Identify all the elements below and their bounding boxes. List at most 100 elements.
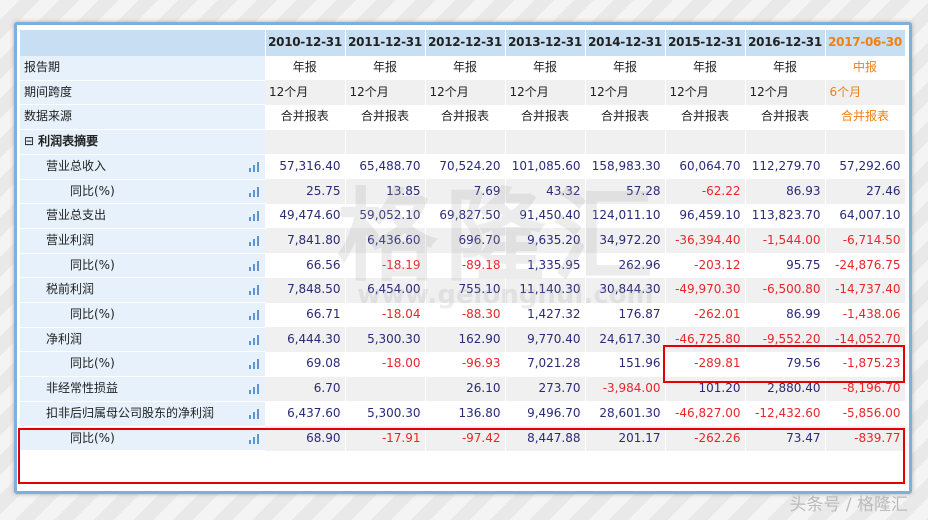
row-label: 税前利润 bbox=[20, 277, 265, 304]
period-header[interactable]: 2014-12-31 bbox=[585, 30, 666, 56]
row-label-text: 营业总支出 bbox=[46, 208, 107, 223]
value-cell: 57.28 bbox=[585, 179, 666, 204]
value-cell: 年报 bbox=[345, 56, 426, 81]
value-cell: 69,827.50 bbox=[425, 203, 506, 229]
bar-chart-icon[interactable] bbox=[249, 186, 259, 197]
value-cell: 年报 bbox=[585, 56, 666, 81]
value-cell: -36,394.40 bbox=[665, 228, 746, 254]
bar-chart-icon-bar bbox=[249, 390, 251, 395]
row-label-text: 同比(%) bbox=[70, 257, 115, 272]
row-label: 净利润 bbox=[20, 327, 265, 353]
value-cell: 273.70 bbox=[505, 376, 586, 402]
value-cell: 696.70 bbox=[425, 228, 506, 254]
value-cell: 12个月 bbox=[585, 80, 666, 105]
period-header-row: 2010-12-31 2011-12-31 2012-12-31 2013-12-31… bbox=[20, 30, 906, 56]
row-label-text: 净利润 bbox=[46, 331, 83, 346]
value-cell bbox=[345, 376, 426, 402]
bar-chart-icon[interactable] bbox=[249, 260, 259, 271]
bar-chart-icon-bar bbox=[253, 288, 255, 296]
value-cell: 70,524.20 bbox=[425, 154, 506, 180]
bar-chart-icon[interactable] bbox=[249, 285, 259, 296]
bar-chart-icon-bar bbox=[253, 214, 255, 222]
bar-chart-icon[interactable] bbox=[249, 408, 259, 419]
value-cell: 91,450.40 bbox=[505, 203, 586, 229]
value-cell: 5,300.30 bbox=[345, 327, 426, 352]
value-cell: 6,454.00 bbox=[345, 277, 426, 303]
value-cell: 68.90 bbox=[265, 426, 346, 451]
bar-chart-icon-bar bbox=[257, 359, 259, 370]
value-cell: -88.30 bbox=[425, 302, 506, 328]
bar-chart-icon[interactable] bbox=[249, 384, 259, 395]
bar-chart-icon[interactable] bbox=[249, 211, 259, 222]
row-label: 同比(%) bbox=[20, 179, 265, 205]
value-cell: 7.69 bbox=[425, 179, 506, 204]
row-label: 同比(%) bbox=[20, 351, 265, 378]
bar-chart-icon[interactable] bbox=[249, 235, 259, 246]
bar-chart-icon-bar bbox=[249, 291, 251, 296]
value-cell: 年报 bbox=[745, 56, 826, 81]
bar-chart-icon-bar bbox=[257, 161, 259, 172]
value-cell: 6,436.60 bbox=[345, 228, 426, 254]
income-statement-panel: 2010-12-31 2011-12-31 2012-12-31 2013-12-31… bbox=[14, 22, 912, 494]
row-label: 报告期 bbox=[20, 56, 265, 81]
value-cell: 2,880.40 bbox=[745, 376, 826, 402]
value-cell: 12个月 bbox=[745, 80, 826, 105]
bar-chart-icon-bar bbox=[253, 337, 255, 345]
row-label[interactable]: ⊟ 利润表摘要 bbox=[20, 129, 265, 155]
value-cell: 101.20 bbox=[665, 376, 746, 402]
value-cell: -12,432.60 bbox=[745, 401, 826, 427]
period-header[interactable]: 2017-06-30 bbox=[825, 30, 906, 56]
row-label-text: 非经常性损益 bbox=[46, 381, 119, 396]
value-cell: 合并报表 bbox=[425, 104, 506, 130]
row-label-text: 同比(%) bbox=[70, 356, 115, 371]
bar-chart-icon-bar bbox=[257, 285, 259, 296]
bar-chart-icon-bar bbox=[253, 238, 255, 246]
value-cell bbox=[345, 129, 426, 155]
bar-chart-icon[interactable] bbox=[249, 359, 259, 370]
value-cell: 34,972.20 bbox=[585, 228, 666, 254]
bar-chart-icon[interactable] bbox=[249, 433, 259, 444]
value-cell: -62.22 bbox=[665, 179, 746, 204]
collapse-icon[interactable]: ⊟ bbox=[24, 134, 35, 149]
period-header[interactable]: 2015-12-31 bbox=[665, 30, 746, 56]
value-cell: 年报 bbox=[665, 56, 746, 81]
value-cell: -289.81 bbox=[665, 351, 746, 377]
bar-chart-icon-bar bbox=[253, 387, 255, 395]
header-label-cell bbox=[20, 30, 266, 56]
period-header[interactable]: 2010-12-31 bbox=[265, 30, 346, 56]
period-header[interactable]: 2012-12-31 bbox=[425, 30, 506, 56]
bar-chart-icon-bar bbox=[253, 362, 255, 370]
value-cell: 66.56 bbox=[265, 253, 346, 278]
table-row: 同比(%) 25.75 13.85 7.69 43.32 57.28 -62.22 86.93… bbox=[20, 179, 906, 205]
value-cell: -18.04 bbox=[345, 302, 426, 328]
period-header[interactable]: 2011-12-31 bbox=[345, 30, 426, 56]
period-header[interactable]: 2016-12-31 bbox=[745, 30, 826, 56]
row-label-text: 营业利润 bbox=[46, 232, 95, 247]
bar-chart-icon-bar bbox=[257, 433, 259, 444]
value-cell: 12个月 bbox=[425, 80, 506, 105]
bar-chart-icon-bar bbox=[253, 313, 255, 321]
value-cell: 158,983.30 bbox=[585, 154, 666, 180]
value-cell: -262.26 bbox=[665, 426, 746, 451]
row-label: 扣非后归属母公司股东的净利润 bbox=[20, 401, 265, 427]
bar-chart-icon-bar bbox=[249, 241, 251, 246]
value-cell: 12个月 bbox=[265, 80, 346, 105]
table-row: 同比(%) 66.56 -18.19 -89.18 1,335.95 262.96 -203… bbox=[20, 253, 906, 279]
bar-chart-icon[interactable] bbox=[249, 310, 259, 321]
income-statement-table: 2010-12-31 2011-12-31 2012-12-31 2013-12-31… bbox=[20, 30, 906, 452]
value-cell: 262.96 bbox=[585, 253, 666, 278]
value-cell: 27.46 bbox=[825, 179, 906, 204]
value-cell: -8,196.70 bbox=[825, 376, 906, 402]
period-header[interactable]: 2013-12-31 bbox=[505, 30, 586, 56]
value-cell: 64,007.10 bbox=[825, 203, 906, 229]
row-label-text: 营业总收入 bbox=[46, 158, 107, 173]
value-cell bbox=[825, 129, 906, 155]
row-label-text: 税前利润 bbox=[46, 282, 95, 297]
value-cell: 9,635.20 bbox=[505, 228, 586, 254]
value-cell: -1,875.23 bbox=[825, 351, 906, 377]
bar-chart-icon[interactable] bbox=[249, 334, 259, 345]
value-cell: 1,335.95 bbox=[505, 253, 586, 278]
value-cell: -17.91 bbox=[345, 426, 426, 451]
bar-chart-icon[interactable] bbox=[249, 161, 259, 172]
value-cell: -5,856.00 bbox=[825, 401, 906, 427]
